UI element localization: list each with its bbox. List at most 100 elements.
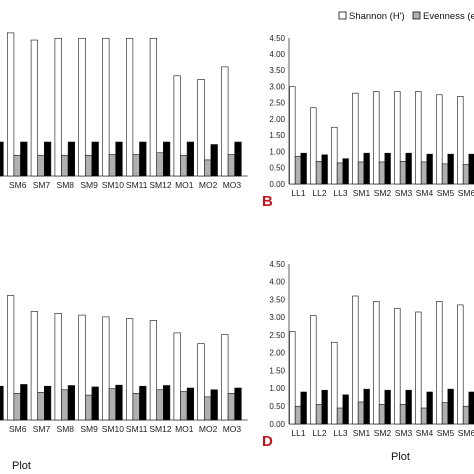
bar-sm2-series-3 bbox=[384, 389, 391, 425]
bar-sm3-series-2 bbox=[399, 404, 407, 425]
bar-sm11-series-1 bbox=[126, 37, 134, 177]
bar-sm3-series-1 bbox=[394, 308, 401, 425]
bar-sm9-series-1 bbox=[78, 37, 86, 177]
bar-sm7-series-3 bbox=[43, 385, 52, 421]
y-tick-label: 3.50 bbox=[269, 295, 285, 304]
y-tick-label: 4.50 bbox=[269, 34, 285, 43]
bar-sm5-series-3 bbox=[447, 153, 454, 185]
bar-sm9-series-1 bbox=[78, 314, 86, 421]
bar-sm4-series-1 bbox=[415, 91, 422, 185]
y-tick-label: 2.50 bbox=[269, 99, 285, 108]
x-tick-label: SM6 bbox=[458, 428, 474, 438]
bar-ll1-series-1 bbox=[289, 86, 296, 185]
x-tick-label: LL3 bbox=[333, 428, 347, 438]
bar-sm5-series-2 bbox=[441, 163, 449, 185]
bar-sm12-series-2 bbox=[156, 389, 164, 421]
bar-sm6-series-1 bbox=[7, 32, 15, 177]
x-tick-label: SM9 bbox=[80, 180, 98, 190]
bar-sm8-series-3 bbox=[67, 141, 75, 177]
bar-ll2-series-3 bbox=[321, 389, 328, 425]
bar-mo3-series-3 bbox=[234, 387, 242, 421]
bar-sm6-series-3 bbox=[20, 141, 28, 177]
bar-sm10-series-1 bbox=[102, 316, 110, 421]
bar-ll3-series-1 bbox=[331, 341, 338, 425]
bar-sm2-series-3 bbox=[384, 152, 391, 185]
bar-ll2-series-3 bbox=[321, 154, 328, 185]
bar-sm8-series-2 bbox=[61, 154, 69, 177]
x-axis-title: Plot bbox=[391, 451, 410, 463]
bar-mo1-series-3 bbox=[186, 387, 195, 421]
bar-sm3-series-2 bbox=[399, 160, 407, 185]
x-tick-label: SM12 bbox=[149, 180, 171, 190]
bar-mo1-series-2 bbox=[180, 391, 188, 421]
bar-sm10-series-3 bbox=[115, 384, 123, 421]
legend-swatch-shannon bbox=[338, 11, 347, 20]
bar-sm1-series-3 bbox=[363, 388, 370, 425]
x-tick-label: SM8 bbox=[57, 180, 75, 190]
bar-sm3-series-3 bbox=[405, 152, 412, 185]
bar-mo2-series-1 bbox=[197, 79, 205, 177]
chart-panel-1: SM6 SM7 SM8 SM9 SM10 SM11 SM12 MO1 MO2 MO3 bbox=[0, 32, 248, 190]
bar-mo1-series-3 bbox=[186, 141, 195, 177]
bar-sm6-series-3 bbox=[468, 391, 474, 425]
bar-sm7-series-1 bbox=[30, 311, 39, 421]
x-tick-label: SM5 bbox=[437, 188, 455, 198]
x-tick-label: SM7 bbox=[33, 180, 51, 190]
y-tick-label: 0.00 bbox=[269, 420, 285, 429]
y-tick-label: 2.00 bbox=[269, 349, 285, 358]
x-tick-label: MO1 bbox=[175, 424, 194, 434]
y-tick-label: 0.50 bbox=[269, 164, 285, 173]
chart-panel-3: SM6 SM7 SM8 SM9 SM10 SM11 SM12 MO1 MO2 MO3 Plot bbox=[0, 295, 248, 472]
bar-sm6-series-1 bbox=[7, 295, 15, 421]
bar-ll3-series-3 bbox=[342, 394, 349, 425]
bar-ll2-series-2 bbox=[315, 160, 323, 185]
bar-ll3-series-3 bbox=[342, 158, 349, 185]
bar-mo2-series-3 bbox=[210, 389, 218, 421]
y-tick-label: 1.00 bbox=[269, 384, 285, 393]
bar-sm5-series-1 bbox=[436, 94, 443, 185]
bar-sm1-series-2 bbox=[357, 401, 365, 425]
x-tick-label: SM6 bbox=[9, 180, 27, 190]
bar-mo3-series-1 bbox=[221, 334, 229, 421]
x-tick-label: LL3 bbox=[333, 188, 347, 198]
y-tick-label: 3.50 bbox=[269, 66, 285, 75]
bar-ll3-series-2 bbox=[336, 162, 344, 185]
x-tick-label: MO2 bbox=[199, 424, 218, 434]
bar-mo2-series-3 bbox=[210, 144, 218, 177]
x-tick-label: SM1 bbox=[353, 428, 371, 438]
bar-sm1-series-2 bbox=[357, 161, 365, 185]
bar-ll2-series-1 bbox=[310, 107, 317, 185]
bar-sm12-series-2 bbox=[156, 152, 164, 177]
bar-sm6-series-1 bbox=[457, 96, 464, 185]
bar-sm6-series-3 bbox=[468, 153, 474, 185]
bar-sm7-series-3 bbox=[43, 141, 52, 177]
x-tick-label: LL2 bbox=[312, 428, 326, 438]
bar-mo2-series-2 bbox=[204, 396, 212, 421]
bar-sm8-series-3 bbox=[67, 385, 75, 421]
x-tick-label: LL1 bbox=[291, 188, 305, 198]
bar-ll2-series-2 bbox=[315, 404, 323, 425]
bar-sm6-series-2 bbox=[13, 393, 21, 421]
y-tick-label: 1.50 bbox=[269, 131, 285, 140]
bar-sm6-series-2 bbox=[462, 164, 470, 185]
panel-letter: D bbox=[262, 433, 273, 450]
bar-sm12-series-3 bbox=[163, 385, 171, 421]
bar-sm3-series-1 bbox=[394, 91, 401, 185]
bar-sm10-series-2 bbox=[108, 154, 116, 177]
y-tick-label: 0.00 bbox=[269, 180, 285, 189]
bar-sm5-series-3 bbox=[0, 385, 4, 421]
chart-panels: SM6 SM7 SM8 SM9 SM10 SM11 SM12 MO1 MO2 MO3 0.000.5… bbox=[0, 32, 474, 472]
bar-ll3-series-1 bbox=[331, 126, 338, 185]
legend-label-shannon: Shannon (H') bbox=[349, 11, 405, 22]
bar-sm7-series-2 bbox=[37, 391, 45, 421]
bar-sm2-series-2 bbox=[378, 161, 386, 185]
bar-sm5-series-3 bbox=[447, 388, 454, 425]
bar-mo1-series-1 bbox=[173, 75, 181, 177]
bar-mo3-series-3 bbox=[234, 141, 242, 177]
bar-sm4-series-2 bbox=[420, 407, 428, 425]
bar-mo2-series-2 bbox=[204, 159, 212, 177]
y-tick-label: 1.00 bbox=[269, 147, 285, 156]
bar-sm12-series-1 bbox=[149, 37, 158, 177]
x-tick-label: SM11 bbox=[126, 424, 148, 434]
